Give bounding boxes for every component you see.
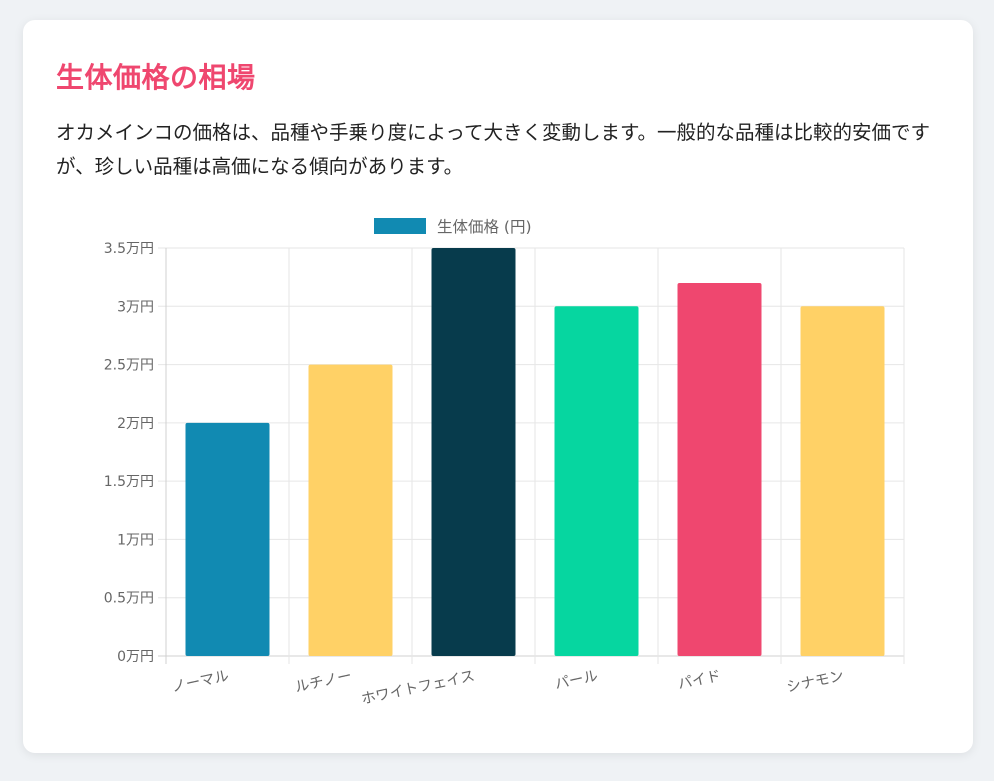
- y-tick-label: 2万円: [117, 416, 154, 432]
- y-tick-label: 0.5万円: [104, 591, 154, 607]
- y-tick-label: 3.5万円: [104, 241, 154, 257]
- y-tick-label: 1.5万円: [104, 474, 154, 490]
- x-tick-label: ルチノー: [294, 668, 354, 696]
- bar: [800, 306, 885, 656]
- bar: [677, 282, 762, 656]
- section-description: オカメインコの価格は、品種や手乗り度によって大きく変動します。一般的な品種は比較…: [56, 121, 930, 178]
- legend-swatch: [374, 218, 426, 234]
- bar: [554, 306, 639, 656]
- x-tick-label: シナモン: [785, 668, 845, 696]
- bar: [185, 422, 270, 656]
- section-title: 生体価格の相場: [56, 61, 256, 94]
- x-tick-label: パール: [553, 667, 599, 693]
- x-tick-label: ホワイトフェイス: [360, 668, 476, 708]
- bar: [308, 364, 393, 656]
- bar: [431, 248, 516, 656]
- y-tick-label: 3万円: [117, 299, 154, 315]
- legend-label: 生体価格 (円): [437, 218, 532, 236]
- y-tick-label: 1万円: [117, 532, 154, 548]
- x-tick-label: ノーマル: [170, 668, 230, 696]
- y-tick-label: 2.5万円: [104, 358, 154, 374]
- x-tick-label: パイド: [676, 667, 722, 693]
- y-tick-label: 0万円: [117, 649, 154, 665]
